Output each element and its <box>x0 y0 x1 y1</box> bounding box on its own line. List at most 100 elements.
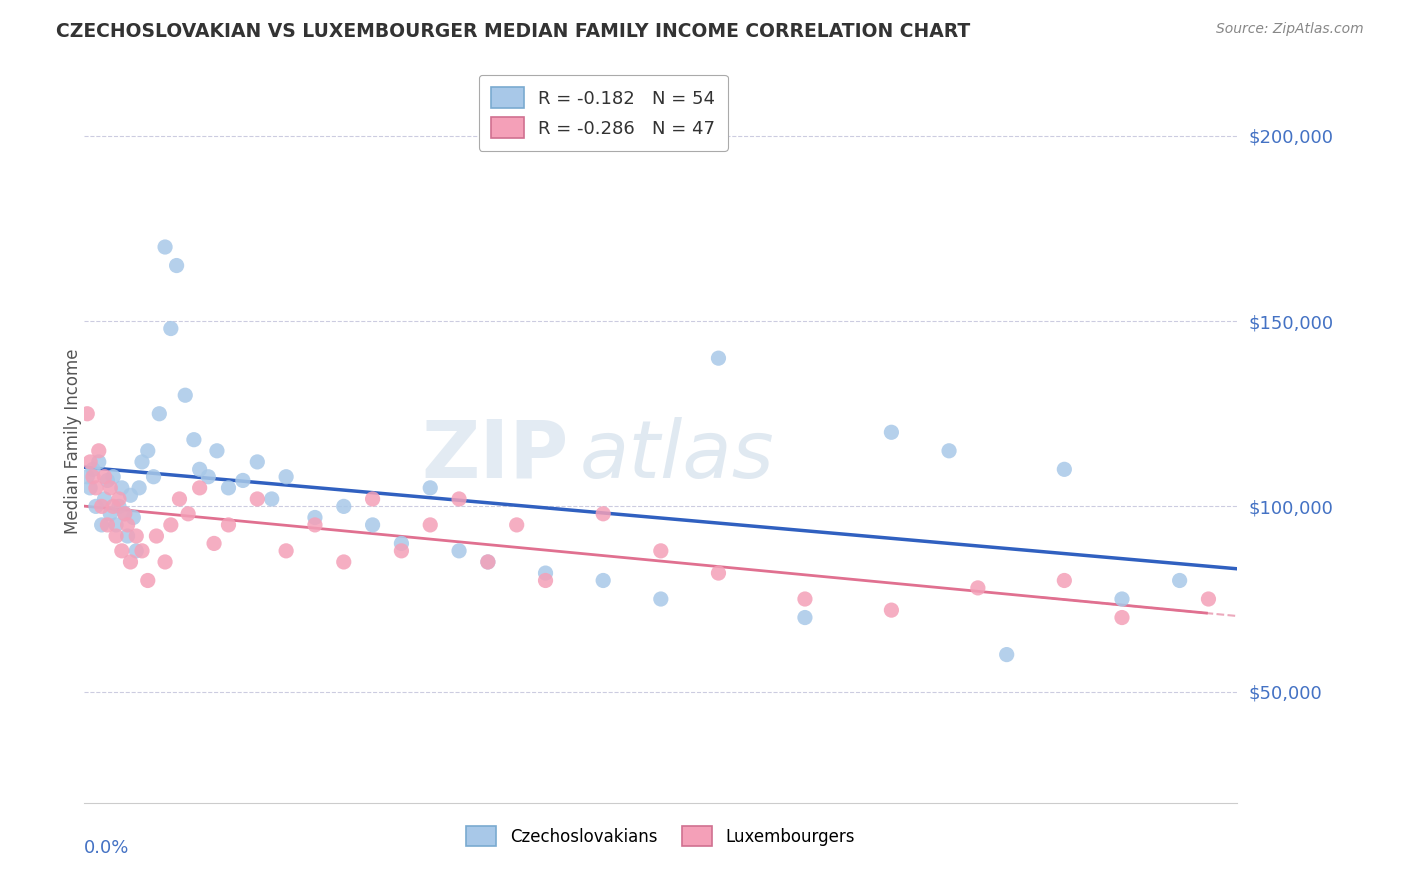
Point <box>419 481 441 495</box>
Text: CZECHOSLOVAKIAN VS LUXEMBOURGER MEDIAN FAMILY INCOME CORRELATION CHART: CZECHOSLOVAKIAN VS LUXEMBOURGER MEDIAN F… <box>56 22 970 41</box>
Point <box>232 474 254 488</box>
Point <box>177 507 200 521</box>
Point <box>131 455 153 469</box>
Point <box>419 517 441 532</box>
Point <box>794 610 817 624</box>
Text: ZIP: ZIP <box>422 417 568 495</box>
Point <box>794 592 817 607</box>
Point <box>534 574 557 588</box>
Point <box>205 443 228 458</box>
Point <box>1111 610 1133 624</box>
Point <box>246 491 269 506</box>
Legend: Czechoslovakians, Luxembourgers: Czechoslovakians, Luxembourgers <box>460 820 862 852</box>
Point <box>120 555 142 569</box>
Point <box>967 581 990 595</box>
Point <box>160 517 183 532</box>
Point <box>153 555 176 569</box>
Point <box>90 517 112 532</box>
Point <box>125 529 148 543</box>
Point <box>148 407 170 421</box>
Point <box>111 481 134 495</box>
Point <box>117 517 139 532</box>
Point <box>145 529 167 543</box>
Point <box>1053 574 1076 588</box>
Point <box>477 555 499 569</box>
Point <box>202 536 225 550</box>
Point <box>79 455 101 469</box>
Point <box>111 544 134 558</box>
Point <box>361 517 384 532</box>
Point <box>114 507 136 521</box>
Text: 0.0%: 0.0% <box>84 838 129 857</box>
Point <box>93 469 115 483</box>
Point <box>1053 462 1076 476</box>
Point <box>136 574 159 588</box>
Point <box>93 491 115 506</box>
Point <box>183 433 205 447</box>
Point <box>166 259 188 273</box>
Point <box>361 491 384 506</box>
Point <box>98 507 121 521</box>
Point <box>108 500 131 514</box>
Text: atlas: atlas <box>581 417 775 495</box>
Point <box>96 474 118 488</box>
Point <box>153 240 176 254</box>
Point <box>391 536 413 550</box>
Point <box>276 544 298 558</box>
Point <box>1111 592 1133 607</box>
Point <box>333 500 356 514</box>
Point <box>142 469 165 483</box>
Point <box>103 500 124 514</box>
Point <box>477 555 499 569</box>
Point <box>105 529 128 543</box>
Point <box>707 351 730 366</box>
Point <box>260 491 283 506</box>
Point <box>333 555 356 569</box>
Point <box>304 510 326 524</box>
Point <box>105 517 128 532</box>
Point <box>650 592 672 607</box>
Point <box>90 500 112 514</box>
Text: Source: ZipAtlas.com: Source: ZipAtlas.com <box>1216 22 1364 37</box>
Point <box>169 491 191 506</box>
Point <box>449 491 471 506</box>
Point <box>449 544 471 558</box>
Point <box>592 574 614 588</box>
Point <box>995 648 1018 662</box>
Point <box>197 469 219 483</box>
Point <box>84 481 107 495</box>
Point <box>136 443 159 458</box>
Point <box>506 517 529 532</box>
Point <box>76 469 98 483</box>
Point <box>96 517 118 532</box>
Point <box>87 443 110 458</box>
Point <box>82 469 104 483</box>
Point <box>1168 574 1191 588</box>
Point <box>592 507 614 521</box>
Point <box>125 544 148 558</box>
Point <box>122 510 145 524</box>
Point <box>707 566 730 580</box>
Point <box>103 469 124 483</box>
Y-axis label: Median Family Income: Median Family Income <box>65 349 82 534</box>
Point <box>114 507 136 521</box>
Point <box>128 481 150 495</box>
Point <box>82 462 104 476</box>
Point <box>880 425 903 440</box>
Point <box>391 544 413 558</box>
Point <box>218 517 240 532</box>
Point <box>76 407 98 421</box>
Point <box>108 491 131 506</box>
Point <box>1198 592 1220 607</box>
Point <box>174 388 197 402</box>
Point <box>131 544 153 558</box>
Point <box>938 443 960 458</box>
Point <box>87 455 110 469</box>
Point <box>218 481 240 495</box>
Point <box>880 603 903 617</box>
Point <box>246 455 269 469</box>
Point <box>534 566 557 580</box>
Point <box>98 481 121 495</box>
Point <box>188 462 211 476</box>
Point <box>84 500 107 514</box>
